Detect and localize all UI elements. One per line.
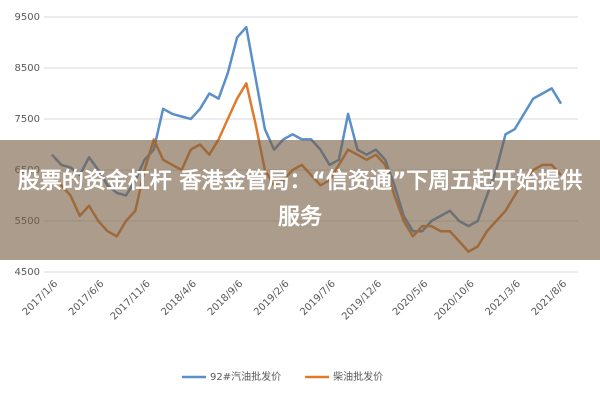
headline: 股票的资金杠杆 香港金管局：“信资通”下周五起开始提供服务: [17, 169, 583, 230]
x-tick-label: 2019/2/6: [252, 278, 292, 318]
y-tick-label: 7500: [15, 114, 40, 125]
x-tick-label: 2018/9/6: [206, 278, 246, 318]
x-tick-label: 2018/4/6: [160, 278, 200, 318]
x-tick-label: 2021/8/6: [530, 278, 570, 318]
x-tick-label: 2020/5/6: [391, 278, 431, 318]
headline-banner: 股票的资金杠杆 香港金管局：“信资通”下周五起开始提供服务: [0, 140, 600, 260]
y-tick-label: 8500: [15, 63, 40, 74]
x-tick-label: 2020/10/6: [433, 278, 477, 322]
y-tick-label: 9500: [15, 12, 40, 23]
x-tick-label: 2021/3/6: [483, 278, 523, 318]
x-tick-label: 2019/7/6: [298, 278, 338, 318]
legend-label: 92#汽油批发价: [210, 370, 281, 383]
x-tick-label: 2017/1/6: [21, 278, 61, 318]
y-tick-label: 4500: [15, 267, 40, 278]
x-tick-label: 2019/12/6: [340, 278, 384, 322]
legend-label: 柴油批发价: [333, 370, 383, 383]
x-tick-label: 2017/6/6: [67, 278, 107, 318]
x-tick-label: 2017/11/6: [109, 278, 153, 322]
